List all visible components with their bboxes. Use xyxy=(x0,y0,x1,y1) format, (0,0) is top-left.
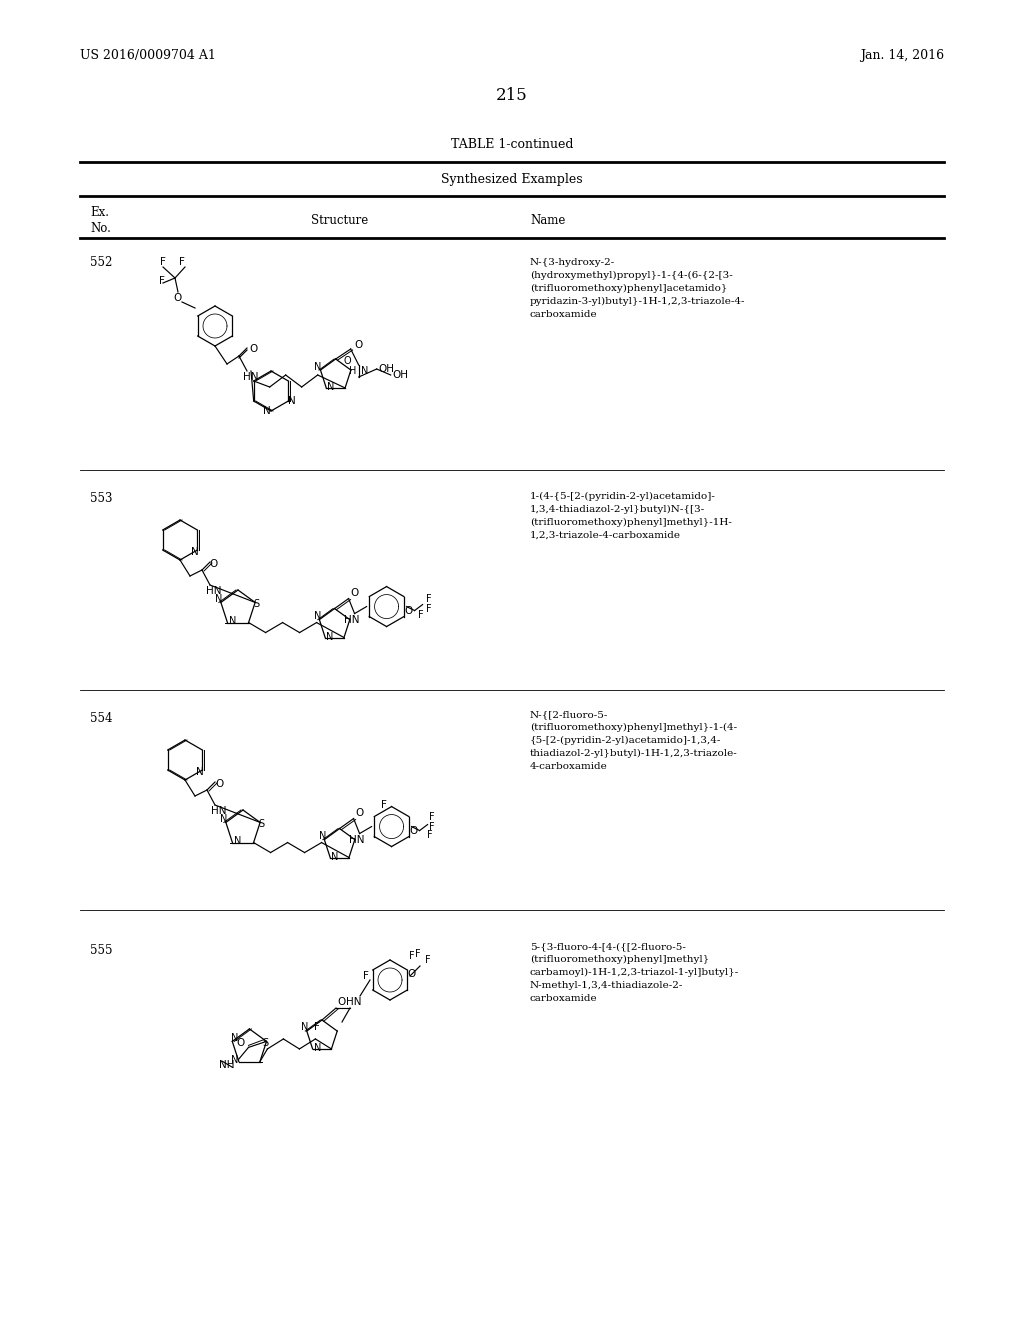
Text: N: N xyxy=(215,594,222,605)
Text: Name: Name xyxy=(530,214,565,227)
Text: F: F xyxy=(429,821,434,832)
Text: N: N xyxy=(228,615,237,626)
Text: O: O xyxy=(210,558,218,569)
Text: N: N xyxy=(314,1043,322,1053)
Text: N: N xyxy=(332,851,339,862)
Text: N: N xyxy=(231,1055,239,1064)
Text: N: N xyxy=(233,836,241,846)
Text: 554: 554 xyxy=(90,711,113,725)
Text: O: O xyxy=(174,293,182,304)
Text: HN: HN xyxy=(206,586,221,597)
Text: F: F xyxy=(418,610,423,619)
Text: N: N xyxy=(220,814,227,825)
Text: F: F xyxy=(159,276,165,286)
Text: H: H xyxy=(349,366,356,376)
Text: 553: 553 xyxy=(90,491,113,504)
Text: F: F xyxy=(425,954,431,965)
Text: HN: HN xyxy=(243,372,258,381)
Text: S: S xyxy=(253,599,259,610)
Text: N: N xyxy=(289,396,296,407)
Text: N: N xyxy=(230,1034,238,1043)
Text: O: O xyxy=(354,341,362,350)
Text: Synthesized Examples: Synthesized Examples xyxy=(441,173,583,186)
Text: No.: No. xyxy=(90,222,111,235)
Text: 1-(4-{5-[2-(pyridin-2-yl)acetamido]-
1,3,4-thiadiazol-2-yl}butyl)N-{[3-
(trifluo: 1-(4-{5-[2-(pyridin-2-yl)acetamido]- 1,3… xyxy=(530,492,732,540)
Text: N: N xyxy=(327,631,334,642)
Text: N: N xyxy=(327,381,334,392)
Text: F: F xyxy=(429,812,434,821)
Text: N: N xyxy=(301,1022,308,1032)
Text: O: O xyxy=(408,969,416,979)
Text: O: O xyxy=(338,997,346,1007)
Text: N: N xyxy=(197,767,204,777)
Text: OH: OH xyxy=(392,370,409,380)
Text: O: O xyxy=(410,825,418,836)
Text: OH: OH xyxy=(379,364,394,374)
Text: US 2016/0009704 A1: US 2016/0009704 A1 xyxy=(80,49,216,62)
Text: O: O xyxy=(350,587,358,598)
Text: F: F xyxy=(427,829,432,840)
Text: O: O xyxy=(355,808,364,817)
Text: S: S xyxy=(262,1039,268,1048)
Text: 215: 215 xyxy=(496,87,528,103)
Text: NH: NH xyxy=(219,1060,234,1071)
Text: 555: 555 xyxy=(90,944,113,957)
Text: 5-{3-fluoro-4-[4-({[2-fluoro-5-
(trifluoromethoxy)phenyl]methyl}
carbamoyl)-1H-1: 5-{3-fluoro-4-[4-({[2-fluoro-5- (trifluo… xyxy=(530,942,739,1003)
Text: F: F xyxy=(415,949,421,960)
Text: O: O xyxy=(344,356,351,366)
Text: N: N xyxy=(318,830,326,841)
Text: F: F xyxy=(426,594,431,603)
Text: O: O xyxy=(249,345,257,354)
Text: HN: HN xyxy=(346,997,361,1007)
Text: F: F xyxy=(426,603,431,614)
Text: N: N xyxy=(313,362,322,372)
Text: N: N xyxy=(360,366,368,376)
Text: N: N xyxy=(191,546,200,557)
Text: Structure: Structure xyxy=(311,214,369,227)
Text: F: F xyxy=(179,257,185,267)
Text: N-{3-hydroxy-2-
(hydroxymethyl)propyl}-1-{4-(6-{2-[3-
(trifluoromethoxy)phenyl]a: N-{3-hydroxy-2- (hydroxymethyl)propyl}-1… xyxy=(530,257,745,319)
Text: F: F xyxy=(364,972,369,981)
Text: 552: 552 xyxy=(90,256,113,268)
Text: HN: HN xyxy=(344,615,359,624)
Text: HN: HN xyxy=(211,807,226,816)
Text: N-{[2-fluoro-5-
(trifluoromethoxy)phenyl]methyl}-1-(4-
{5-[2-(pyridin-2-yl)aceta: N-{[2-fluoro-5- (trifluoromethoxy)phenyl… xyxy=(530,710,737,771)
Text: Jan. 14, 2016: Jan. 14, 2016 xyxy=(860,49,944,62)
Text: Ex.: Ex. xyxy=(90,206,109,219)
Text: N: N xyxy=(313,611,322,620)
Text: HN: HN xyxy=(349,834,365,845)
Text: S: S xyxy=(258,820,264,829)
Text: O: O xyxy=(237,1039,245,1048)
Text: F: F xyxy=(314,1022,321,1032)
Text: N: N xyxy=(263,407,271,416)
Text: O: O xyxy=(404,606,413,615)
Text: O: O xyxy=(215,779,223,789)
Text: F: F xyxy=(381,800,386,809)
Text: TABLE 1-continued: TABLE 1-continued xyxy=(451,137,573,150)
Text: F: F xyxy=(410,950,415,961)
Text: F: F xyxy=(160,257,166,267)
